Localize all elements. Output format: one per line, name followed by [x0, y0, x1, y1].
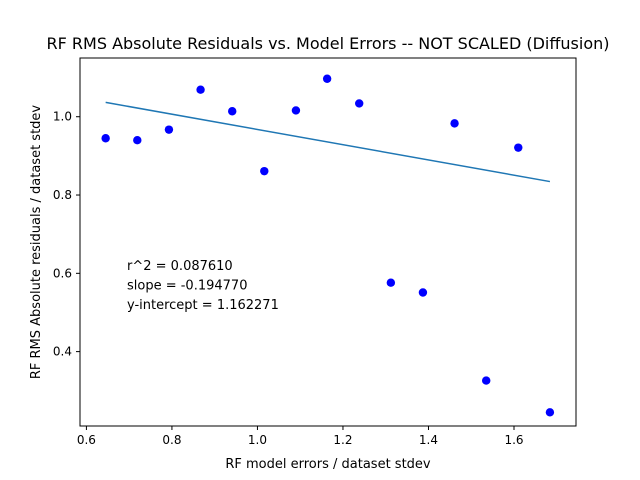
x-axis-label: RF model errors / dataset stdev	[225, 457, 431, 472]
data-point	[482, 376, 490, 384]
y-ticks: 0.4 0.6 0.8 1.0	[53, 110, 80, 359]
x-tick-label: 1.4	[419, 433, 438, 447]
annotation-text: r^2 = 0.087610	[127, 259, 233, 274]
data-point	[101, 134, 109, 142]
y-tick-label: 1.0	[53, 110, 72, 124]
x-tick-label: 1.0	[248, 433, 267, 447]
data-point	[292, 106, 300, 114]
plot-area	[80, 58, 576, 426]
y-tick-label: 0.8	[53, 188, 72, 202]
x-tick-label: 1.2	[333, 433, 352, 447]
data-point	[387, 279, 395, 287]
data-point	[355, 99, 363, 107]
x-ticks: 0.6 0.8 1.0 1.2 1.4 1.6	[77, 426, 524, 447]
data-point	[450, 119, 458, 127]
data-point	[133, 136, 141, 144]
data-point	[419, 288, 427, 296]
data-point	[546, 408, 554, 416]
data-point	[228, 107, 236, 115]
x-tick-label: 0.6	[77, 433, 96, 447]
x-tick-label: 1.6	[504, 433, 523, 447]
annotation-text: y-intercept = 1.162271	[127, 298, 279, 313]
y-tick-label: 0.4	[53, 345, 72, 359]
data-point	[260, 167, 268, 175]
y-tick-label: 0.6	[53, 266, 72, 280]
x-tick-label: 0.8	[162, 433, 181, 447]
data-point	[323, 75, 331, 83]
data-point	[514, 143, 522, 151]
data-point	[165, 125, 173, 133]
chart-title: RF RMS Absolute Residuals vs. Model Erro…	[47, 34, 610, 53]
annotation-text: slope = -0.194770	[127, 279, 247, 294]
data-point	[196, 86, 204, 94]
y-axis-label: RF RMS Absolute residuals / dataset stde…	[29, 105, 44, 380]
